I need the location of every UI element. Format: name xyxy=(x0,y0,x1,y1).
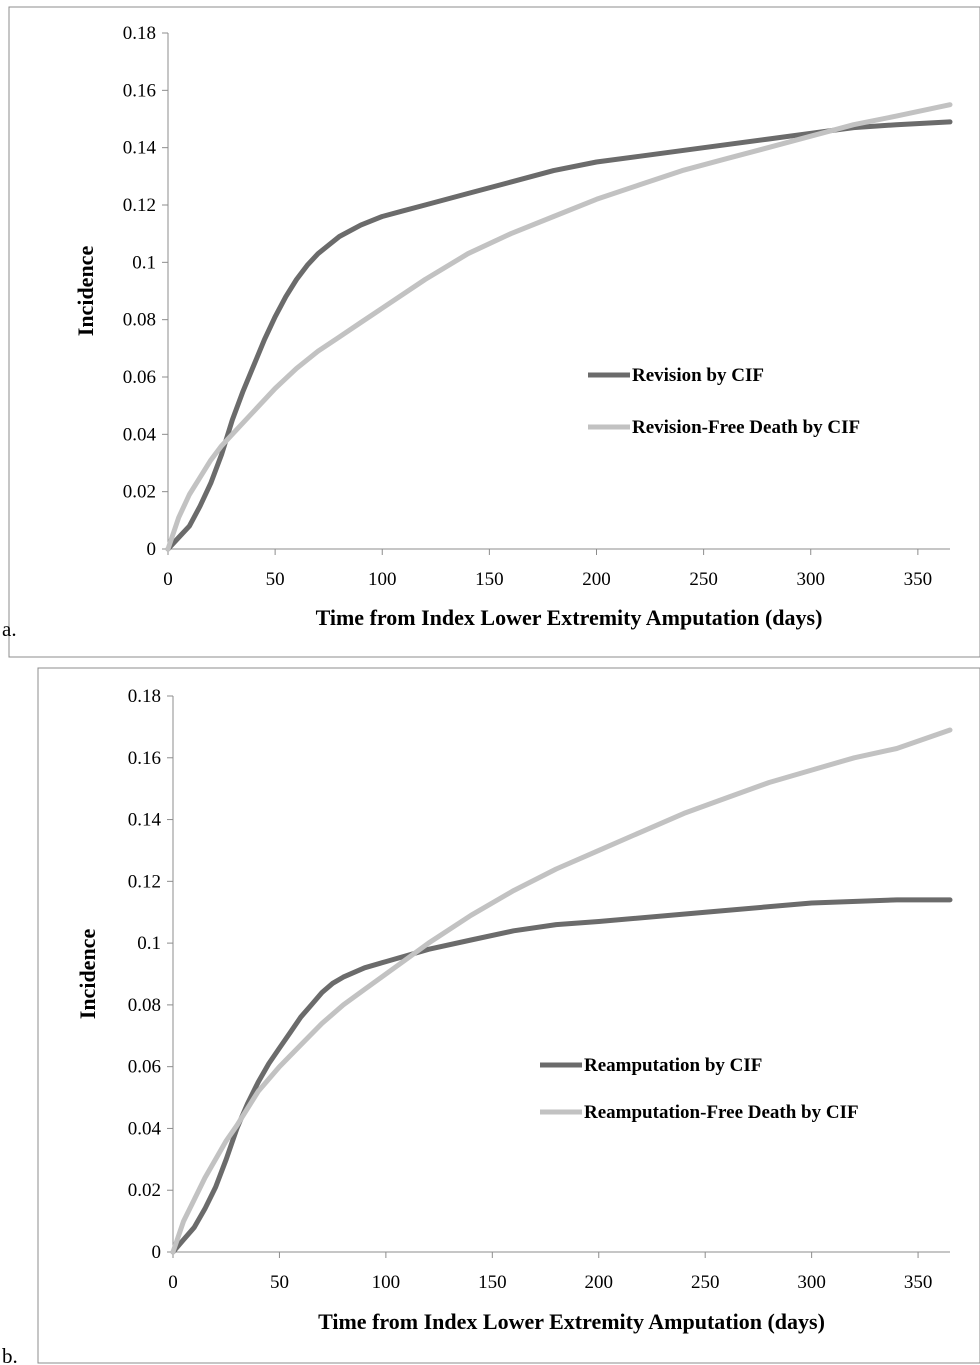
legend-label-1: Revision by CIF xyxy=(632,365,764,386)
x-axis-title: Time from Index Lower Extremity Amputati… xyxy=(316,605,823,630)
x-tick-label: 50 xyxy=(270,1272,289,1293)
y-tick-label: 0.08 xyxy=(123,310,156,331)
x-tick-label: 300 xyxy=(797,1272,826,1293)
panel-label-b: b. xyxy=(2,1344,18,1365)
legend-label-2: Revision-Free Death by CIF xyxy=(632,417,860,438)
y-tick-label: 0.06 xyxy=(123,367,156,388)
x-tick-label: 0 xyxy=(163,569,173,590)
chart-panel-b: 0 0.02 0.04 0.06 0.08 0.1 0.12 0.14 0.16 0.18 0 50 1… xyxy=(37,667,980,1364)
x-tick-label: 150 xyxy=(475,569,504,590)
series-line-1 xyxy=(165,119,953,552)
chart-b-frame xyxy=(37,667,980,1364)
x-tick-label: 250 xyxy=(689,569,718,590)
chart-b-plot: 0 0.02 0.04 0.06 0.08 0.1 0.12 0.14 0.16 0.18 0 50 1… xyxy=(75,686,953,1334)
x-tick-label: 200 xyxy=(585,1272,614,1293)
y-tick-label: 0 xyxy=(147,539,157,560)
y-tick-label: 0.04 xyxy=(123,424,157,445)
y-tick-label: 0.08 xyxy=(128,995,161,1016)
chart-a-plot: 0 0.02 0.04 0.06 0.08 0.1 0.12 0.14 0.16 0.18 0 50 1… xyxy=(73,23,953,630)
y-tick-label: 0.06 xyxy=(128,1057,161,1078)
x-tick-label: 350 xyxy=(904,1272,933,1293)
y-tick-label: 0.14 xyxy=(128,810,162,831)
y-axis-title: Incidence xyxy=(75,929,100,1020)
x-axis-title: Time from Index Lower Extremity Amputati… xyxy=(318,1309,825,1334)
x-tick-label: 100 xyxy=(372,1272,401,1293)
y-tick-label: 0.18 xyxy=(123,23,156,44)
y-tick-label: 0.12 xyxy=(123,195,156,216)
y-tick-label: 0.04 xyxy=(128,1118,162,1139)
x-tick-label: 350 xyxy=(904,569,933,590)
legend-label-1: Reamputation by CIF xyxy=(584,1055,762,1076)
y-axis-title: Incidence xyxy=(73,246,98,337)
x-tick-label: 300 xyxy=(796,569,825,590)
y-tick-label: 0.16 xyxy=(123,80,156,101)
y-tick-label: 0.1 xyxy=(137,933,161,954)
x-tick-label: 200 xyxy=(582,569,611,590)
x-tick-label: 250 xyxy=(691,1272,720,1293)
x-tick-label: 100 xyxy=(368,569,397,590)
y-tick-label: 0 xyxy=(152,1242,162,1263)
y-tick-label: 0.18 xyxy=(128,686,161,707)
y-tick-label: 0.16 xyxy=(128,748,161,769)
x-tick-label: 0 xyxy=(168,1272,178,1293)
x-tick-label: 150 xyxy=(478,1272,507,1293)
y-tick-label: 0.14 xyxy=(123,138,157,159)
series-line-2 xyxy=(165,102,953,552)
y-tick-label: 0.02 xyxy=(128,1180,161,1201)
x-tick-label: 50 xyxy=(266,569,285,590)
series-line-2 xyxy=(170,727,953,1255)
chart-panel-a: 0 0.02 0.04 0.06 0.08 0.1 0.12 0.14 0.16 0.18 0 50 1… xyxy=(8,6,980,658)
y-tick-label: 0.1 xyxy=(132,252,156,273)
legend-label-2: Reamputation-Free Death by CIF xyxy=(584,1102,859,1123)
series-line-1 xyxy=(170,897,953,1255)
y-tick-label: 0.12 xyxy=(128,871,161,892)
panel-label-a: a. xyxy=(2,617,17,641)
y-tick-label: 0.02 xyxy=(123,482,156,503)
